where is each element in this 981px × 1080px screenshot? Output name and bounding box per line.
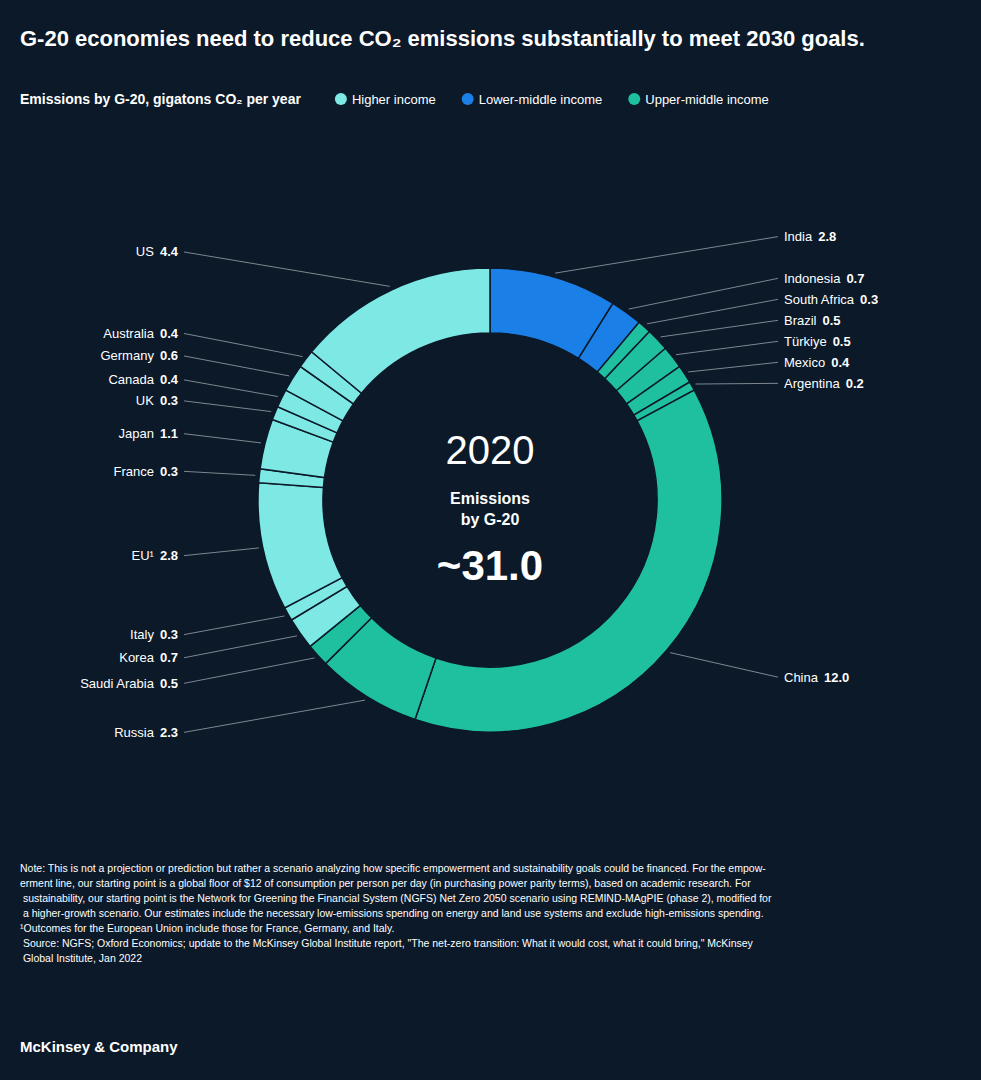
slice-name: Japan	[119, 426, 154, 441]
data-label: 0.3	[160, 627, 178, 642]
connector	[184, 333, 303, 356]
slice-name: Italy	[130, 627, 154, 642]
data-label: 2.8	[160, 548, 178, 563]
connector	[676, 341, 778, 354]
slice-name: Indonesia	[784, 271, 841, 286]
data-label: 0.7	[846, 271, 864, 286]
slice-name: UK	[136, 393, 154, 408]
donut-slice	[258, 483, 342, 608]
note-line: a higher-growth scenario. Our estimates …	[20, 907, 764, 919]
connector	[688, 362, 778, 372]
slice-name: Korea	[119, 650, 154, 665]
note-line: erment line, our starting point is a glo…	[20, 877, 751, 889]
data-label: 0.3	[160, 393, 178, 408]
slice-name: Brazil	[784, 313, 817, 328]
connector	[184, 658, 315, 683]
note-line: Global Institute, Jan 2022	[20, 952, 142, 964]
slice-name: Australia	[103, 326, 154, 341]
slice-name: Russia	[114, 725, 155, 740]
legend-swatch	[335, 93, 347, 105]
title: G-20 economies need to reduce CO₂ emissi…	[20, 26, 865, 51]
connector	[184, 252, 390, 286]
connector	[555, 237, 778, 274]
slice-name: Türkiye	[784, 334, 827, 349]
slice-labels: 4.4 US 0.4 Australia 0.6 Germany 0.4 Canada 0.3 U…	[80, 229, 878, 740]
connector	[661, 320, 778, 337]
connector	[184, 636, 297, 658]
note-line: ¹Outcomes for the European Union include…	[20, 922, 394, 934]
connector	[184, 380, 278, 397]
slice-name: Germany	[100, 348, 154, 363]
connector	[670, 653, 778, 678]
footer: McKinsey & Company	[20, 1038, 178, 1055]
slice-name: Mexico	[784, 355, 825, 370]
data-label: 0.5	[823, 313, 841, 328]
data-label: 12.0	[824, 670, 849, 685]
note-line: sustainability, our starting point is th…	[20, 892, 772, 904]
centre-label: ~31.0	[437, 542, 543, 589]
data-label: 0.3	[160, 464, 178, 479]
data-label: 2.8	[818, 229, 836, 244]
data-label: 0.6	[160, 348, 178, 363]
slice-name: Argentina	[784, 376, 840, 391]
connector	[184, 616, 284, 635]
data-label: 0.5	[160, 676, 178, 691]
note: Note: This is not a projection or predic…	[20, 862, 772, 964]
data-label: 4.4	[160, 244, 179, 259]
connector	[184, 401, 271, 412]
legend-swatch	[628, 93, 640, 105]
slice-name: US	[136, 244, 154, 259]
slice-name: India	[784, 229, 813, 244]
slice-name: France	[113, 464, 153, 479]
subtitle: Emissions by G-20, gigatons CO₂ per year	[20, 91, 301, 107]
note-line: Source: NGFS; Oxford Economics; update t…	[20, 937, 754, 949]
connector	[647, 299, 778, 324]
slice-name: EU¹	[132, 548, 155, 563]
data-label: 0.5	[833, 334, 851, 349]
background	[0, 0, 981, 1080]
data-label: 2.3	[160, 725, 178, 740]
note-line: Note: This is not a projection or predic…	[20, 862, 766, 874]
data-label: 0.7	[160, 650, 178, 665]
centre-label: 2020	[446, 428, 535, 472]
connector	[184, 356, 289, 376]
chart: G-20 economies need to reduce CO₂ emissi…	[0, 0, 981, 1080]
connector	[629, 278, 778, 309]
connector	[184, 471, 255, 475]
legend-label: Upper-middle income	[645, 92, 769, 107]
connector	[696, 383, 778, 385]
slice-name: Saudi Arabia	[80, 676, 154, 691]
connector	[184, 548, 259, 556]
legend-label: Higher income	[352, 92, 436, 107]
slice-name: South Africa	[784, 292, 855, 307]
data-label: 0.4	[831, 355, 850, 370]
connector	[184, 434, 261, 443]
data-label: 0.4	[160, 372, 179, 387]
centre-text: 2020 Emissions by G-20 ~31.0	[437, 428, 543, 589]
data-label: 0.3	[860, 292, 878, 307]
legend: Higher income Lower-middle income Upper-mi…	[335, 92, 769, 107]
legend-swatch	[462, 93, 474, 105]
centre-label: by G-20	[461, 511, 520, 528]
slice-name: China	[784, 670, 819, 685]
data-label: 0.4	[160, 326, 179, 341]
data-label: 1.1	[160, 426, 178, 441]
data-label: 0.2	[846, 376, 864, 391]
donut	[258, 268, 722, 732]
donut-slice	[415, 390, 722, 732]
centre-label: Emissions	[450, 490, 530, 507]
connector	[184, 700, 365, 732]
legend-label: Lower-middle income	[479, 92, 603, 107]
slice-name: Canada	[108, 372, 154, 387]
donut-slice	[312, 268, 490, 393]
